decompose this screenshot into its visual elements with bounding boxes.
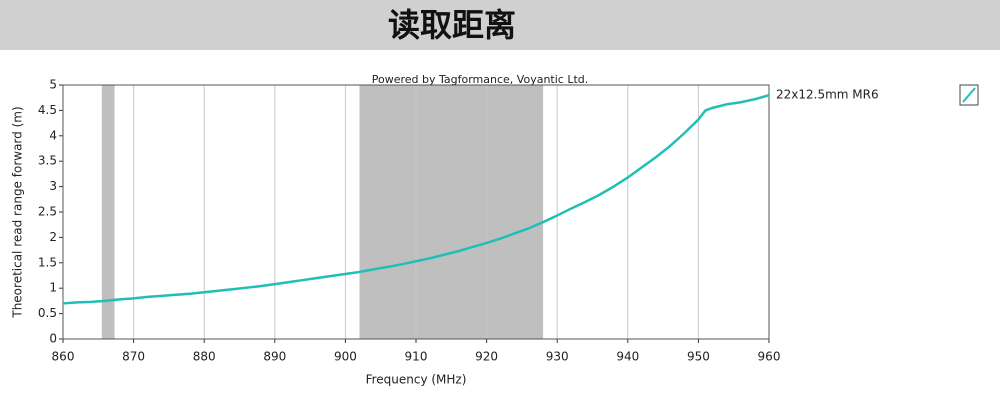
x-tick-label: 920 [475, 350, 498, 364]
x-tick-label: 940 [616, 350, 639, 364]
x-tick-label: 930 [546, 350, 569, 364]
y-tick-label: 3.5 [38, 154, 57, 168]
y-axis-label: Theoretical read range forward (m) [11, 106, 25, 318]
x-tick-label: 960 [758, 350, 781, 364]
y-tick-label: 2 [49, 230, 57, 244]
y-tick-label: 1.5 [38, 255, 57, 269]
shaded-band [359, 85, 544, 339]
y-tick-label: 3 [49, 179, 57, 193]
x-tick-label: 910 [405, 350, 428, 364]
annotation: Powered by Tagformance, Voyantic Ltd. [372, 73, 589, 86]
header-bar [0, 0, 1000, 50]
x-tick-label: 870 [122, 350, 145, 364]
x-tick-label: 900 [334, 350, 357, 364]
x-tick-label: 880 [193, 350, 216, 364]
legend-label: 22x12.5mm MR6 [776, 88, 879, 102]
data-line [62, 93, 770, 305]
y-tick-label: 4 [49, 128, 57, 142]
shaded-band [101, 85, 115, 339]
page-title: 读取距离 [388, 6, 516, 44]
y-tick-label: 0.5 [38, 306, 57, 320]
y-tick-label: 4.5 [38, 103, 57, 117]
x-tick-label: 950 [687, 350, 710, 364]
plot-frame [62, 84, 770, 340]
x-axis-label: Frequency (MHz) [366, 373, 467, 387]
legend-swatch [962, 87, 976, 103]
y-tick-label: 5 [49, 78, 57, 92]
y-tick-label: 2.5 [38, 205, 57, 219]
y-tick-label: 1 [49, 281, 57, 295]
x-tick-label: 860 [52, 350, 75, 364]
x-tick-label: 890 [263, 350, 286, 364]
y-tick-label: 0 [49, 332, 57, 346]
plot-area: 860 870 880 890 900 910 920 930 940 950 960 0 0.5 1 1.… [38, 78, 781, 364]
